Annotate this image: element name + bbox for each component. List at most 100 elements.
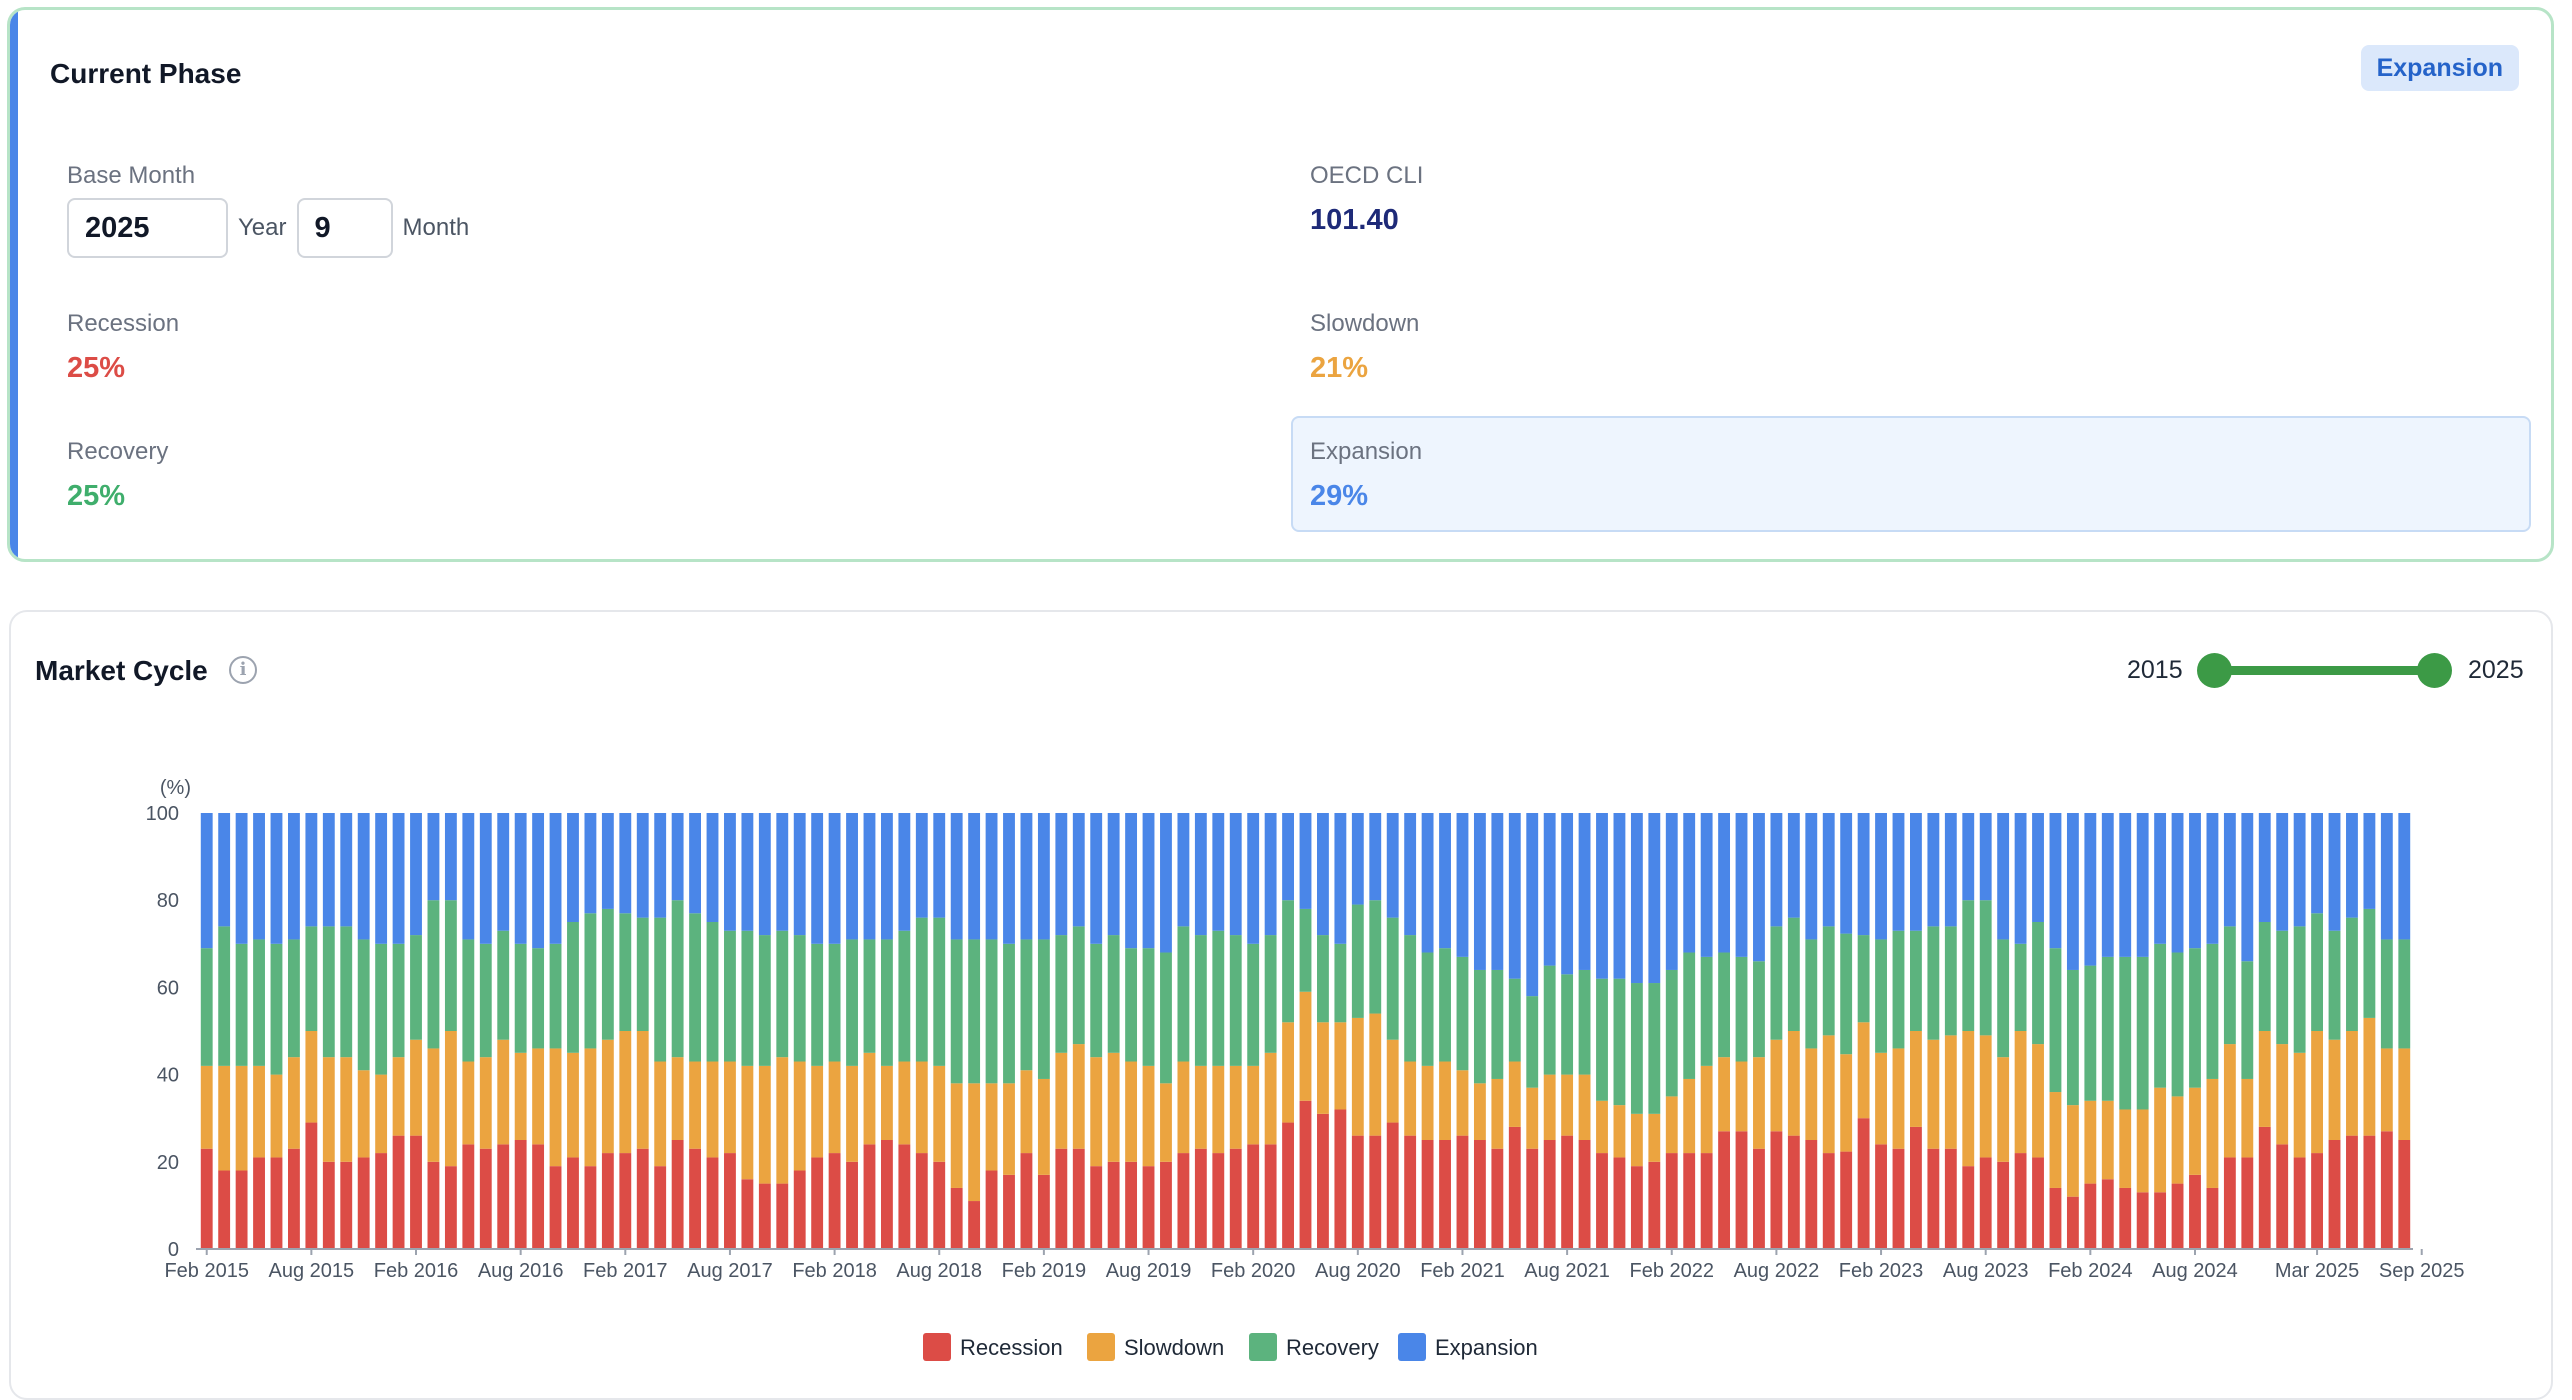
bar-recession <box>288 1148 300 1249</box>
range-end-handle[interactable] <box>2417 653 2452 688</box>
x-tick-label: Feb 2020 <box>1211 1260 1296 1282</box>
bar-recovery <box>1247 943 1260 1066</box>
bar-expansion <box>218 813 231 927</box>
bar-slowdown <box>1665 1096 1678 1154</box>
bar-recovery <box>1857 935 1870 1023</box>
bar-expansion <box>724 813 736 931</box>
bar-expansion <box>1787 813 1800 918</box>
year-input[interactable]: 2025 <box>67 198 228 258</box>
bar-recovery <box>724 930 736 1062</box>
bar-recession <box>462 1144 475 1249</box>
legend-swatch <box>1249 1333 1277 1361</box>
bar-recession <box>270 1157 283 1249</box>
bar-expansion <box>514 813 527 944</box>
bar-slowdown <box>1003 1083 1015 1175</box>
bar-slowdown <box>828 1061 841 1154</box>
range-start-handle[interactable] <box>2197 653 2232 688</box>
bar-slowdown <box>2363 1017 2376 1136</box>
y-tick-label: 60 <box>157 977 179 999</box>
bar-recovery <box>950 939 963 1084</box>
bar-slowdown <box>479 1057 492 1149</box>
bar-slowdown <box>1334 1022 1347 1110</box>
bar-expansion <box>1090 813 1103 944</box>
bar-expansion <box>1177 813 1190 927</box>
bar-expansion <box>375 813 388 944</box>
bar-recovery <box>567 922 579 1053</box>
info-icon[interactable]: i <box>229 656 257 684</box>
bar-expansion <box>985 813 998 940</box>
bar-recovery <box>1735 956 1748 1062</box>
bar-expansion <box>1753 813 1765 962</box>
bar-expansion <box>1648 813 1661 984</box>
bar-slowdown <box>532 1048 545 1145</box>
bar-recession <box>1508 1126 1521 1249</box>
bar-recovery <box>1875 939 1887 1053</box>
bar-recovery <box>880 939 893 1066</box>
bar-expansion <box>898 813 911 931</box>
bar-recession <box>1822 1153 1835 1249</box>
bar-expansion <box>410 813 422 936</box>
x-tick-label: Aug 2017 <box>687 1260 773 1282</box>
bar-expansion <box>2084 813 2097 966</box>
bar-expansion <box>846 813 858 940</box>
bar-expansion <box>1543 813 1556 966</box>
bar-expansion <box>2101 813 2114 957</box>
bar-expansion <box>392 813 405 944</box>
bar-recovery <box>1317 935 1329 1023</box>
bar-recovery <box>1456 956 1469 1071</box>
bar-expansion <box>1578 813 1591 970</box>
bar-expansion <box>1840 813 1853 934</box>
bar-recession <box>915 1153 928 1249</box>
bar-expansion <box>758 813 771 936</box>
bar-recovery <box>375 943 388 1075</box>
bar-recession <box>444 1166 457 1249</box>
bar-recovery <box>1979 900 1992 1036</box>
bar-slowdown <box>1787 1031 1800 1136</box>
bar-recession <box>1648 1161 1661 1249</box>
bar-slowdown <box>1979 1035 1992 1158</box>
bar-recovery <box>1683 952 1696 1079</box>
month-unit-label: Month <box>402 214 470 241</box>
bar-slowdown <box>1613 1105 1626 1158</box>
bar-recovery <box>1386 917 1399 1040</box>
bar-expansion <box>584 813 597 914</box>
bar-expansion <box>270 813 283 944</box>
bar-recovery <box>1508 978 1521 1062</box>
bar-recovery <box>357 939 370 1071</box>
bar-recovery <box>654 917 667 1062</box>
x-tick-label: Feb 2016 <box>374 1260 459 1282</box>
x-tick-label: Aug 2023 <box>1943 1260 2029 1282</box>
bar-expansion <box>2293 813 2306 927</box>
bar-expansion <box>1282 813 1294 901</box>
bar-recession <box>2014 1153 2027 1249</box>
bar-slowdown <box>1700 1065 1713 1154</box>
bar-slowdown <box>1369 1013 1382 1136</box>
bar-recovery <box>235 943 248 1066</box>
bar-recovery <box>915 917 928 1062</box>
bar-expansion <box>2398 813 2411 940</box>
month-input[interactable]: 9 <box>296 198 393 258</box>
bar-recession <box>1317 1113 1329 1249</box>
bar-slowdown <box>288 1057 300 1149</box>
bar-expansion <box>2346 813 2358 918</box>
bar-expansion <box>1875 813 1887 940</box>
bar-recession <box>1037 1174 1050 1249</box>
year-range-slider-track[interactable] <box>2214 666 2434 675</box>
bar-recovery <box>811 943 824 1066</box>
bar-expansion <box>1962 813 1975 901</box>
bar-expansion <box>1491 813 1504 970</box>
bar-expansion <box>2241 813 2254 962</box>
bar-recovery <box>2084 965 2097 1101</box>
bar-recovery <box>1229 935 1242 1066</box>
bar-slowdown <box>915 1061 928 1154</box>
bar-slowdown <box>1473 1083 1486 1140</box>
x-tick-label: Sep 2025 <box>2379 1260 2465 1282</box>
bar-recovery <box>2276 930 2289 1045</box>
bar-recession <box>340 1161 353 1249</box>
slowdown-label: Slowdown <box>1310 310 1420 337</box>
bar-recovery <box>322 926 335 1058</box>
legend-item-expansion: Expansion <box>1398 1333 1538 1361</box>
bar-expansion <box>1229 813 1242 936</box>
bar-recession <box>1753 1148 1765 1249</box>
bar-slowdown <box>1508 1061 1521 1127</box>
